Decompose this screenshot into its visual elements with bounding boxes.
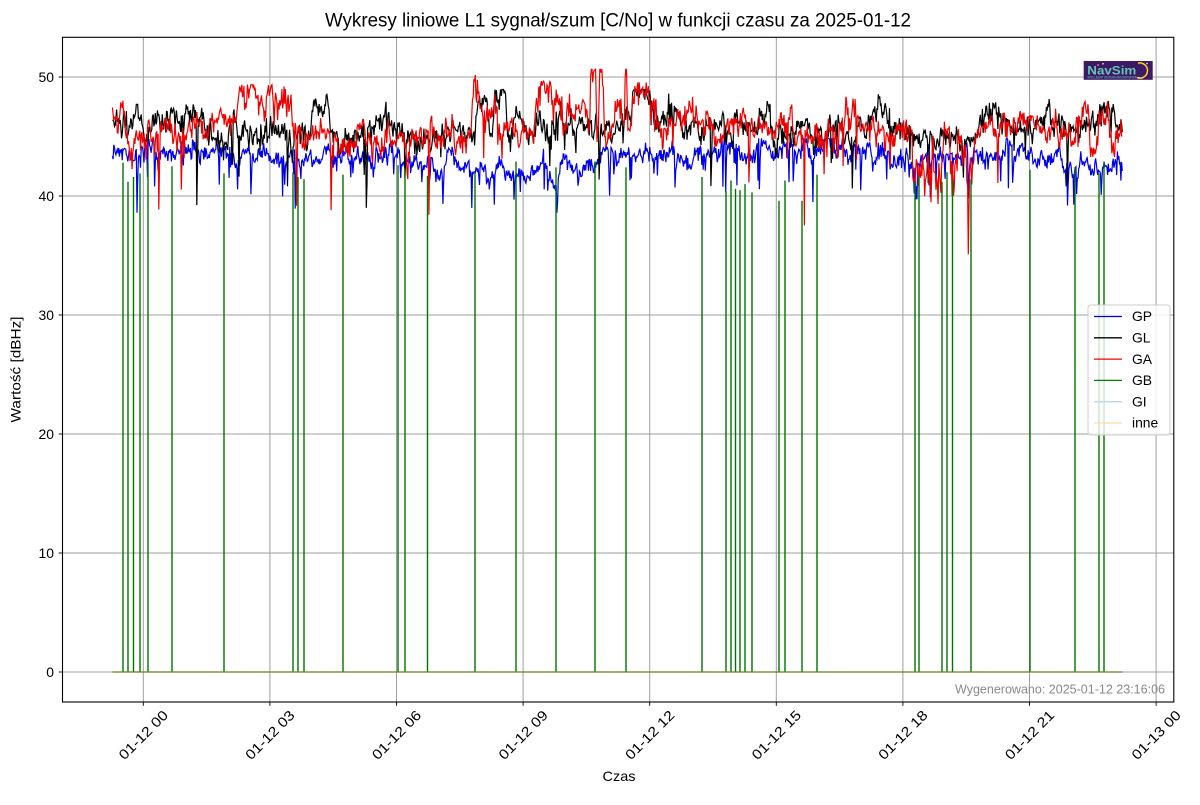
svg-text:NavSim: NavSim	[1087, 66, 1136, 78]
svg-text:Wygenerowano: 2025-01-12 23:16: Wygenerowano: 2025-01-12 23:16:06	[955, 682, 1165, 697]
svg-text:inne: inne	[1132, 415, 1159, 431]
svg-text:GA: GA	[1132, 351, 1153, 367]
svg-text:50: 50	[39, 69, 55, 85]
svg-text:40: 40	[39, 188, 55, 204]
svg-text:GP: GP	[1132, 308, 1152, 324]
svg-text:30: 30	[39, 307, 55, 323]
svg-text:Wartość [dBHz]: Wartość [dBHz]	[8, 317, 24, 423]
svg-text:20: 20	[39, 426, 55, 442]
svg-text:10: 10	[39, 545, 55, 561]
svg-text:Wykresy liniowe L1 sygnał/szum: Wykresy liniowe L1 sygnał/szum [C/No] w …	[325, 10, 911, 31]
svg-text:GB: GB	[1132, 372, 1152, 388]
svg-text:GI: GI	[1132, 393, 1147, 409]
svg-text:INTELLIGENT SYSTEMS AND NAVIGA: INTELLIGENT SYSTEMS AND NAVIGATION	[1087, 76, 1137, 80]
svg-text:GL: GL	[1132, 330, 1151, 346]
svg-text:0: 0	[46, 664, 54, 680]
svg-text:Czas: Czas	[603, 768, 636, 784]
